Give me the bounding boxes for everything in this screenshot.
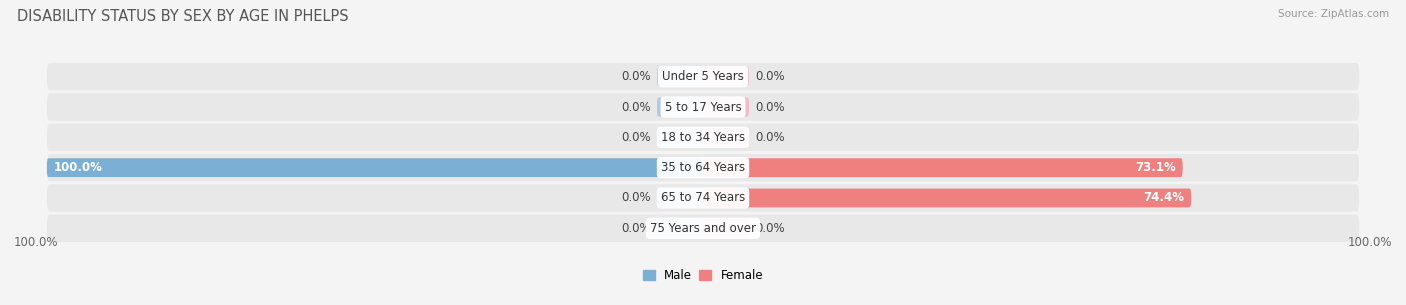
Text: 35 to 64 Years: 35 to 64 Years [661,161,745,174]
Legend: Male, Female: Male, Female [638,265,768,287]
FancyBboxPatch shape [703,128,749,147]
Text: 0.0%: 0.0% [621,192,651,204]
FancyBboxPatch shape [703,219,749,238]
FancyBboxPatch shape [657,188,703,207]
FancyBboxPatch shape [703,188,1191,207]
Text: 0.0%: 0.0% [621,222,651,235]
Text: 0.0%: 0.0% [755,70,785,83]
FancyBboxPatch shape [46,124,1360,151]
Text: 0.0%: 0.0% [755,222,785,235]
FancyBboxPatch shape [46,184,1360,212]
Text: 0.0%: 0.0% [621,101,651,113]
Text: 0.0%: 0.0% [755,131,785,144]
FancyBboxPatch shape [46,63,1360,90]
FancyBboxPatch shape [657,67,703,86]
FancyBboxPatch shape [46,154,1360,181]
FancyBboxPatch shape [657,98,703,117]
FancyBboxPatch shape [46,215,1360,242]
FancyBboxPatch shape [703,67,749,86]
Text: 100.0%: 100.0% [14,236,59,249]
Text: 0.0%: 0.0% [621,70,651,83]
Text: 0.0%: 0.0% [621,131,651,144]
Text: Under 5 Years: Under 5 Years [662,70,744,83]
FancyBboxPatch shape [46,158,703,177]
FancyBboxPatch shape [703,158,1182,177]
Text: 74.4%: 74.4% [1143,192,1185,204]
Text: 73.1%: 73.1% [1135,161,1175,174]
FancyBboxPatch shape [46,93,1360,121]
Text: DISABILITY STATUS BY SEX BY AGE IN PHELPS: DISABILITY STATUS BY SEX BY AGE IN PHELP… [17,9,349,24]
Text: 0.0%: 0.0% [755,101,785,113]
Text: 100.0%: 100.0% [53,161,103,174]
Text: 5 to 17 Years: 5 to 17 Years [665,101,741,113]
Text: 75 Years and over: 75 Years and over [650,222,756,235]
FancyBboxPatch shape [703,98,749,117]
Text: 65 to 74 Years: 65 to 74 Years [661,192,745,204]
Text: 18 to 34 Years: 18 to 34 Years [661,131,745,144]
FancyBboxPatch shape [657,219,703,238]
FancyBboxPatch shape [657,128,703,147]
Text: Source: ZipAtlas.com: Source: ZipAtlas.com [1278,9,1389,19]
Text: 100.0%: 100.0% [1347,236,1392,249]
